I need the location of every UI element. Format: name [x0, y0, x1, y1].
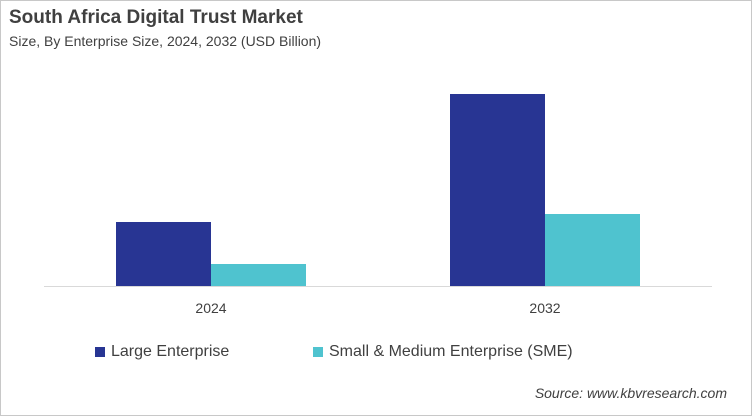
legend-label: Small & Medium Enterprise (SME)	[329, 343, 573, 360]
bar-2032-large-enterprise	[450, 94, 545, 286]
legend-item-large-enterprise: Large Enterprise	[95, 343, 229, 361]
source-note: Source: www.kbvresearch.com	[534, 385, 727, 401]
bar-2032-sme	[545, 214, 640, 286]
x-tick-label: 2032	[529, 300, 560, 316]
bar-2024-large-enterprise	[116, 222, 211, 286]
legend-label: Large Enterprise	[111, 343, 230, 360]
bar-2024-sme	[211, 264, 306, 286]
legend-swatch	[95, 347, 105, 357]
x-tick-label: 2024	[195, 300, 226, 316]
chart-title: South Africa Digital Trust Market	[9, 7, 303, 28]
legend-swatch	[313, 347, 323, 357]
plot-area: 2024 2032	[44, 94, 712, 316]
chart-subtitle: Size, By Enterprise Size, 2024, 2032 (US…	[9, 33, 322, 49]
legend-item-sme: Small & Medium Enterprise (SME)	[313, 343, 573, 361]
